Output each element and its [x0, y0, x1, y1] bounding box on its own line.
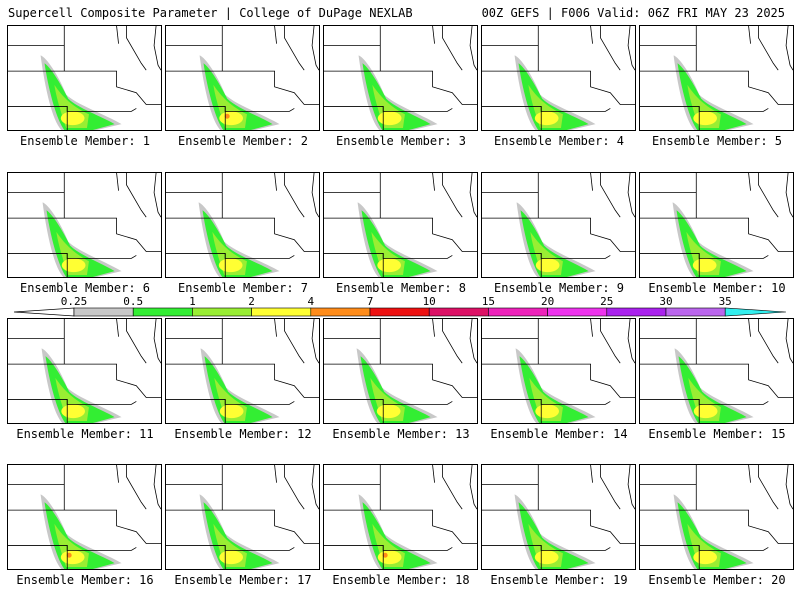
colorbar-segment — [73, 307, 134, 317]
ensemble-map-14 — [481, 318, 636, 424]
map-graphic — [640, 319, 793, 423]
member-label: Ensemble Member: 14 — [490, 427, 628, 441]
colorbar-label: 0.25 — [60, 295, 88, 308]
ensemble-map-4 — [481, 25, 636, 131]
member-label: Ensemble Member: 10 — [648, 281, 786, 295]
ensemble-map-20 — [639, 464, 794, 570]
map-graphic — [482, 465, 635, 569]
map-graphic — [8, 465, 161, 569]
ensemble-map-7 — [165, 172, 320, 278]
colorbar-segment — [665, 307, 726, 317]
colorbar-label: 20 — [540, 295, 555, 308]
ensemble-map-2 — [165, 25, 320, 131]
map-graphic — [482, 173, 635, 277]
ensemble-map-13 — [323, 318, 478, 424]
ensemble-map-1 — [7, 25, 162, 131]
colorbar-graphic — [13, 307, 787, 317]
header-title: Supercell Composite Parameter | College … — [8, 6, 413, 20]
member-label: Ensemble Member: 16 — [16, 573, 154, 587]
member-label: Ensemble Member: 19 — [490, 573, 628, 587]
map-graphic — [324, 465, 477, 569]
member-label: Ensemble Member: 18 — [332, 573, 470, 587]
colorbar-segment — [724, 307, 787, 317]
member-label: Ensemble Member: 20 — [648, 573, 786, 587]
member-label: Ensemble Member: 1 — [19, 134, 151, 148]
map-graphic — [166, 465, 319, 569]
header-valid-time: 00Z GEFS | F006 Valid: 06Z FRI MAY 23 20… — [481, 6, 785, 20]
map-graphic — [324, 26, 477, 130]
member-label: Ensemble Member: 6 — [19, 281, 151, 295]
map-graphic — [166, 173, 319, 277]
map-graphic — [640, 26, 793, 130]
colorbar-segment — [547, 307, 608, 317]
member-label: Ensemble Member: 3 — [335, 134, 467, 148]
map-graphic — [8, 173, 161, 277]
member-label: Ensemble Member: 4 — [493, 134, 625, 148]
colorbar-label: 2 — [248, 295, 255, 308]
ensemble-map-3 — [323, 25, 478, 131]
member-label: Ensemble Member: 2 — [177, 134, 309, 148]
ensemble-map-15 — [639, 318, 794, 424]
colorbar-label: 35 — [718, 295, 732, 308]
map-graphic — [8, 319, 161, 423]
member-label: Ensemble Member: 11 — [16, 427, 154, 441]
colorbar-segment — [251, 307, 312, 317]
colorbar-segment — [428, 307, 489, 317]
colorbar-label: 30 — [659, 295, 673, 308]
member-label: Ensemble Member: 15 — [648, 427, 786, 441]
colorbar-label: 4 — [307, 295, 315, 308]
ensemble-map-17 — [165, 464, 320, 570]
colorbar-label: 15 — [481, 295, 496, 308]
map-graphic — [324, 173, 477, 277]
member-label: Ensemble Member: 7 — [177, 281, 309, 295]
colorbar-segment — [369, 307, 430, 317]
map-graphic — [324, 319, 477, 423]
colorbar: 0.25 0.5 1 2 4 7 10 15 20 25 30 35 — [0, 295, 800, 319]
map-graphic — [482, 26, 635, 130]
colorbar-segment — [606, 307, 667, 317]
colorbar-label: 7 — [366, 295, 374, 308]
member-label: Ensemble Member: 13 — [332, 427, 470, 441]
map-graphic — [8, 26, 161, 130]
ensemble-map-6 — [7, 172, 162, 278]
colorbar-label: 10 — [422, 295, 436, 308]
ensemble-map-19 — [481, 464, 636, 570]
colorbar-segment — [132, 307, 193, 317]
ensemble-map-8 — [323, 172, 478, 278]
ensemble-map-11 — [7, 318, 162, 424]
map-graphic — [166, 26, 319, 130]
ensemble-map-10 — [639, 172, 794, 278]
map-graphic — [166, 319, 319, 423]
colorbar-segment — [192, 307, 252, 317]
ensemble-map-18 — [323, 464, 478, 570]
ensemble-map-16 — [7, 464, 162, 570]
ensemble-map-12 — [165, 318, 320, 424]
member-label: Ensemble Member: 5 — [651, 134, 783, 148]
colorbar-segment — [488, 307, 548, 317]
colorbar-label: 25 — [600, 295, 614, 308]
member-label: Ensemble Member: 17 — [174, 573, 312, 587]
map-graphic — [640, 173, 793, 277]
member-label: Ensemble Member: 8 — [335, 281, 467, 295]
member-label: Ensemble Member: 12 — [174, 427, 312, 441]
ensemble-map-5 — [639, 25, 794, 131]
member-label: Ensemble Member: 9 — [493, 281, 625, 295]
ensemble-map-9 — [481, 172, 636, 278]
colorbar-segment — [310, 307, 371, 317]
colorbar-label: 1 — [189, 295, 196, 308]
map-graphic — [482, 319, 635, 423]
colorbar-label: 0.5 — [123, 295, 144, 308]
map-graphic — [640, 465, 793, 569]
